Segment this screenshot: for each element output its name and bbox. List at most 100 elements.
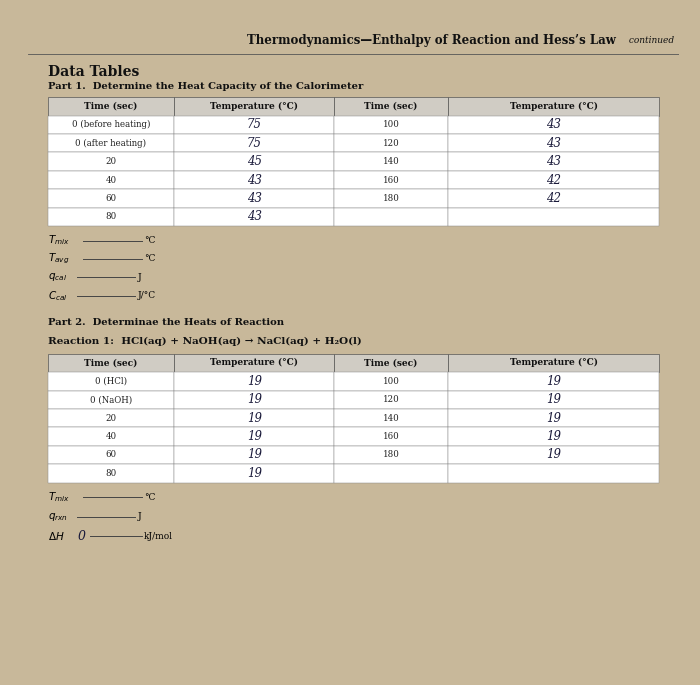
FancyBboxPatch shape (48, 171, 174, 189)
Text: 43: 43 (246, 192, 262, 205)
Text: $T_{mix}$: $T_{mix}$ (48, 490, 69, 504)
Text: 140: 140 (383, 414, 399, 423)
Text: 43: 43 (546, 119, 561, 132)
Text: Temperature (°C): Temperature (°C) (510, 358, 598, 367)
Text: 43: 43 (546, 155, 561, 168)
Text: Reaction 1:  HCl(aq) + NaOH(aq) → NaCl(aq) + H₂O(l): Reaction 1: HCl(aq) + NaOH(aq) → NaCl(aq… (48, 337, 361, 347)
FancyBboxPatch shape (174, 116, 334, 134)
FancyBboxPatch shape (334, 134, 448, 153)
Text: 19: 19 (546, 430, 561, 443)
FancyBboxPatch shape (174, 134, 334, 153)
FancyBboxPatch shape (48, 97, 174, 116)
Text: 45: 45 (246, 155, 262, 168)
Text: 19: 19 (546, 393, 561, 406)
Text: 100: 100 (382, 121, 400, 129)
Text: 19: 19 (546, 375, 561, 388)
FancyBboxPatch shape (48, 208, 174, 226)
Text: °C: °C (144, 255, 155, 264)
Text: 160: 160 (383, 432, 399, 441)
FancyBboxPatch shape (448, 427, 659, 446)
Text: 180: 180 (382, 194, 400, 203)
Text: 160: 160 (383, 175, 399, 184)
Text: 120: 120 (383, 139, 399, 148)
Text: $\Delta H$: $\Delta H$ (48, 530, 64, 543)
Text: Temperature (°C): Temperature (°C) (210, 102, 298, 111)
FancyBboxPatch shape (48, 446, 174, 464)
Text: Time (sec): Time (sec) (364, 102, 418, 111)
Text: $C_{cal}$: $C_{cal}$ (48, 289, 67, 303)
FancyBboxPatch shape (334, 464, 448, 482)
Text: Time (sec): Time (sec) (84, 102, 138, 111)
Text: J: J (137, 273, 141, 282)
FancyBboxPatch shape (174, 446, 334, 464)
FancyBboxPatch shape (448, 446, 659, 464)
Text: 20: 20 (106, 157, 117, 166)
FancyBboxPatch shape (448, 116, 659, 134)
FancyBboxPatch shape (334, 372, 448, 390)
FancyBboxPatch shape (174, 372, 334, 390)
Text: 19: 19 (246, 467, 262, 480)
Text: Data Tables: Data Tables (48, 64, 139, 79)
Text: 40: 40 (106, 432, 117, 441)
Text: Part 2.  Determinae the Heats of Reaction: Part 2. Determinae the Heats of Reaction (48, 318, 284, 327)
FancyBboxPatch shape (334, 390, 448, 409)
Text: Time (sec): Time (sec) (84, 358, 138, 367)
Text: continued: continued (626, 36, 674, 45)
FancyBboxPatch shape (448, 390, 659, 409)
Text: 19: 19 (546, 449, 561, 462)
Text: °C: °C (144, 236, 155, 245)
Text: 100: 100 (382, 377, 400, 386)
FancyBboxPatch shape (448, 208, 659, 226)
FancyBboxPatch shape (448, 189, 659, 208)
FancyBboxPatch shape (448, 134, 659, 153)
FancyBboxPatch shape (334, 427, 448, 446)
Text: J: J (137, 512, 141, 521)
Text: 0 (HCl): 0 (HCl) (95, 377, 127, 386)
FancyBboxPatch shape (48, 372, 174, 390)
FancyBboxPatch shape (174, 97, 334, 116)
Text: $q_{rxn}$: $q_{rxn}$ (48, 511, 67, 523)
FancyBboxPatch shape (448, 153, 659, 171)
Text: 19: 19 (246, 375, 262, 388)
FancyBboxPatch shape (448, 464, 659, 482)
FancyBboxPatch shape (448, 353, 659, 372)
FancyBboxPatch shape (48, 464, 174, 482)
Text: 180: 180 (382, 451, 400, 460)
Text: 0 (before heating): 0 (before heating) (72, 121, 150, 129)
FancyBboxPatch shape (48, 116, 174, 134)
Text: 60: 60 (106, 451, 117, 460)
Text: 40: 40 (106, 175, 117, 184)
FancyBboxPatch shape (448, 171, 659, 189)
Text: 19: 19 (246, 412, 262, 425)
FancyBboxPatch shape (448, 97, 659, 116)
Text: 19: 19 (546, 412, 561, 425)
FancyBboxPatch shape (334, 446, 448, 464)
Text: 42: 42 (546, 192, 561, 205)
Text: 120: 120 (383, 395, 399, 404)
Text: 60: 60 (106, 194, 117, 203)
FancyBboxPatch shape (48, 189, 174, 208)
FancyBboxPatch shape (334, 116, 448, 134)
Text: 43: 43 (246, 173, 262, 186)
FancyBboxPatch shape (334, 208, 448, 226)
Text: 0: 0 (78, 530, 86, 543)
FancyBboxPatch shape (448, 409, 659, 427)
FancyBboxPatch shape (334, 153, 448, 171)
FancyBboxPatch shape (48, 353, 174, 372)
Text: 80: 80 (106, 212, 117, 221)
Text: 19: 19 (246, 393, 262, 406)
Text: Part 1.  Determine the Heat Capacity of the Calorimeter: Part 1. Determine the Heat Capacity of t… (48, 82, 363, 90)
Text: $T_{mix}$: $T_{mix}$ (48, 234, 69, 247)
Text: 80: 80 (106, 469, 117, 478)
FancyBboxPatch shape (174, 171, 334, 189)
FancyBboxPatch shape (334, 409, 448, 427)
FancyBboxPatch shape (48, 134, 174, 153)
FancyBboxPatch shape (174, 390, 334, 409)
Text: $q_{cal}$: $q_{cal}$ (48, 271, 66, 284)
Text: 140: 140 (383, 157, 399, 166)
Text: 42: 42 (546, 173, 561, 186)
Text: 20: 20 (106, 414, 117, 423)
Text: $T_{avg}$: $T_{avg}$ (48, 252, 69, 266)
Text: 43: 43 (546, 137, 561, 150)
FancyBboxPatch shape (334, 97, 448, 116)
